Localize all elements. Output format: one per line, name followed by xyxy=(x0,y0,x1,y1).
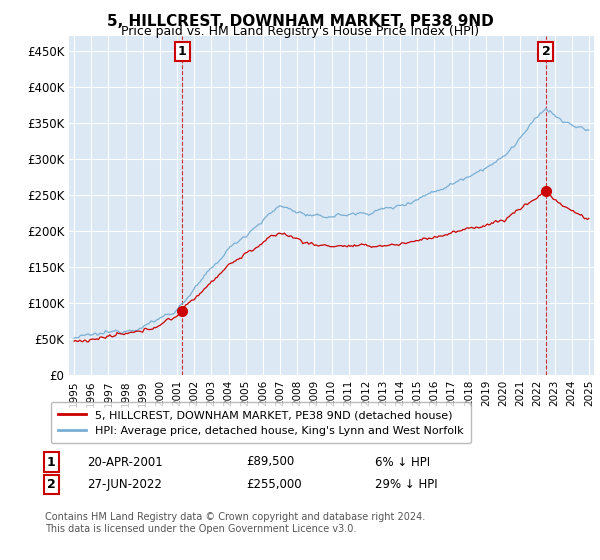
Text: £255,000: £255,000 xyxy=(246,478,302,491)
Text: £89,500: £89,500 xyxy=(246,455,294,469)
Text: 5, HILLCREST, DOWNHAM MARKET, PE38 9ND: 5, HILLCREST, DOWNHAM MARKET, PE38 9ND xyxy=(107,14,493,29)
Text: 2: 2 xyxy=(542,45,550,58)
Text: 29% ↓ HPI: 29% ↓ HPI xyxy=(375,478,437,491)
Text: 6% ↓ HPI: 6% ↓ HPI xyxy=(375,455,430,469)
Text: 27-JUN-2022: 27-JUN-2022 xyxy=(87,478,162,491)
Legend: 5, HILLCREST, DOWNHAM MARKET, PE38 9ND (detached house), HPI: Average price, det: 5, HILLCREST, DOWNHAM MARKET, PE38 9ND (… xyxy=(50,402,472,444)
Text: Contains HM Land Registry data © Crown copyright and database right 2024.
This d: Contains HM Land Registry data © Crown c… xyxy=(45,512,425,534)
Text: 1: 1 xyxy=(178,45,187,58)
Text: 1: 1 xyxy=(47,455,55,469)
Text: 20-APR-2001: 20-APR-2001 xyxy=(87,455,163,469)
Text: 2: 2 xyxy=(47,478,55,491)
Text: Price paid vs. HM Land Registry's House Price Index (HPI): Price paid vs. HM Land Registry's House … xyxy=(121,25,479,38)
